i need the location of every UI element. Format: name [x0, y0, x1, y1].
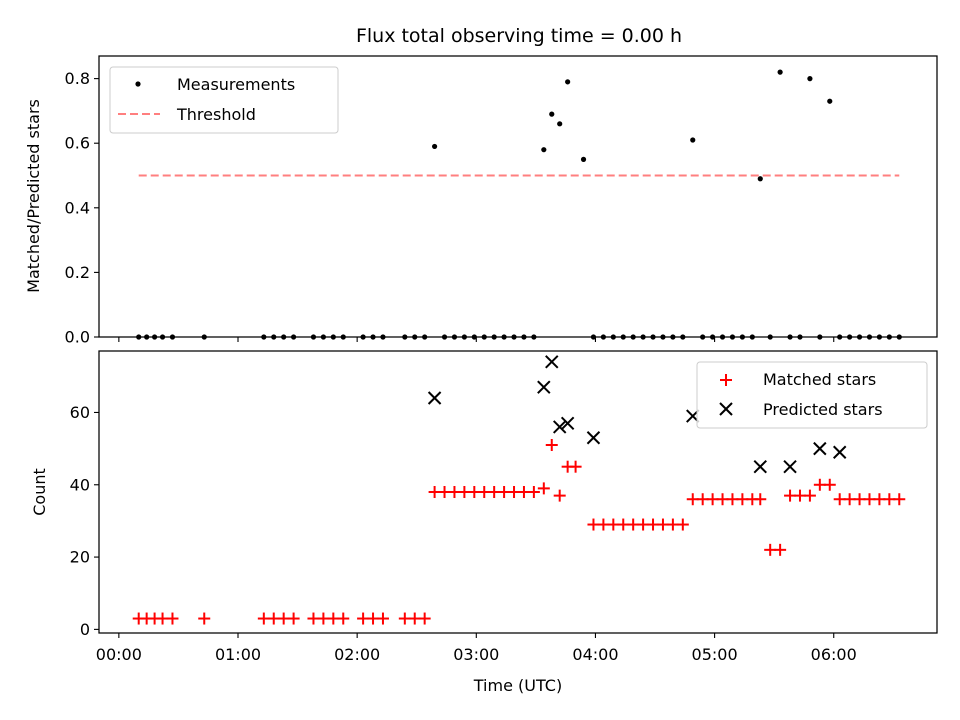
- measurement-point: [557, 121, 563, 127]
- bottom-axes-frame: [98, 350, 938, 634]
- matched-star-point: [774, 543, 787, 556]
- measurement-point: [580, 156, 587, 162]
- predicted-star-point: [832, 445, 847, 459]
- bottom-x-tick-label: 01:00: [215, 645, 261, 664]
- matched-star-point: [418, 612, 431, 625]
- measurement-point: [827, 98, 833, 104]
- measurement-point: [541, 147, 547, 153]
- bottom-x-tick-label: 03:00: [453, 645, 499, 664]
- matched-star-point: [553, 489, 566, 502]
- matched-star-point: [569, 460, 582, 473]
- matched-star-point: [754, 493, 767, 506]
- top-axes-frame: [98, 55, 938, 338]
- matched-star-point: [545, 439, 558, 451]
- legend-marker-matched: [720, 374, 732, 386]
- predicted-star-point: [560, 416, 575, 431]
- predicted-star-point: [813, 441, 827, 456]
- predicted-star-point: [552, 420, 567, 434]
- bottom-x-tick-label: 00:00: [96, 645, 142, 664]
- bottom-y-axis: 0 20 40 60: [70, 403, 99, 639]
- bottom-legend: Matched stars Predicted stars: [696, 361, 928, 429]
- matched-star-point: [803, 489, 816, 502]
- bottom-y-tick-label: 60: [70, 403, 90, 422]
- matched-star-point: [166, 612, 179, 625]
- predicted-star-point: [545, 355, 559, 369]
- top-y-tick-label: 0.2: [65, 263, 90, 282]
- matched-star-point: [376, 612, 389, 625]
- bottom-legend-box: [696, 361, 928, 429]
- bottom-x-tick-label: 05:00: [692, 645, 738, 664]
- top-y-tick-label: 0.4: [65, 198, 90, 217]
- legend-marker-measurements: [135, 81, 141, 87]
- predicted-star-point: [427, 391, 442, 405]
- legend-label-predicted: Predicted stars: [763, 400, 883, 419]
- bottom-x-axis: 00:00 01:00 02:00 03:00 04:00 05:00 06:00: [96, 633, 857, 664]
- top-y-tick-label: 0.8: [65, 69, 90, 88]
- bottom-x-tick-label: 02:00: [334, 645, 380, 664]
- top-legend-box: [109, 66, 339, 134]
- matched-star-point: [893, 493, 906, 506]
- measurement-point: [549, 111, 555, 117]
- chart-title: Flux total observing time = 0.00 h: [356, 25, 682, 47]
- measurement-point: [431, 143, 438, 150]
- matched-star-point: [676, 518, 689, 531]
- top-y-axis: 0.0 0.2 0.4 0.6 0.8: [65, 69, 99, 347]
- bottom-panel: Count Time (UTC) 0 20 40 60 00:00 01:00 02:00…: [30, 350, 938, 695]
- bottom-y-axis-label: Count: [30, 468, 49, 516]
- bottom-y-tick-label: 20: [70, 548, 90, 567]
- legend-marker-predicted: [719, 402, 733, 416]
- predicted-star-point: [586, 431, 601, 445]
- measurement-point: [757, 176, 763, 182]
- bottom-y-tick-label: 0: [80, 620, 90, 639]
- top-y-tick-label: 0.6: [65, 134, 90, 153]
- x-axis-label: Time (UTC): [473, 676, 562, 695]
- bottom-x-tick-label: 06:00: [811, 645, 857, 664]
- matched-star-point: [337, 612, 350, 625]
- measurement-point: [565, 79, 571, 85]
- predicted-star-point: [753, 459, 767, 474]
- top-y-tick-label: 0.0: [65, 328, 90, 347]
- bottom-plot-area: [132, 355, 906, 625]
- matched-star-point: [527, 486, 540, 498]
- legend-label-matched: Matched stars: [763, 370, 876, 389]
- top-legend: Measurements Threshold: [109, 66, 339, 134]
- bottom-y-tick-label: 40: [70, 475, 90, 494]
- legend-label-threshold: Threshold: [176, 105, 256, 124]
- top-panel: Flux total observing time = 0.00 h Match…: [24, 25, 938, 347]
- bottom-x-tick-label: 04:00: [572, 645, 618, 664]
- legend-label-measurements: Measurements: [177, 75, 295, 94]
- matched-star-point: [198, 612, 211, 625]
- top-y-axis-label: Matched/Predicted stars: [24, 99, 43, 293]
- matched-star-point: [537, 482, 550, 495]
- predicted-star-point: [783, 459, 797, 474]
- predicted-star-point: [537, 380, 551, 394]
- matched-star-point: [823, 478, 836, 491]
- measurement-point: [807, 76, 813, 82]
- matched-star-point: [287, 612, 300, 625]
- measurement-point: [777, 69, 783, 75]
- measurement-point: [690, 137, 696, 143]
